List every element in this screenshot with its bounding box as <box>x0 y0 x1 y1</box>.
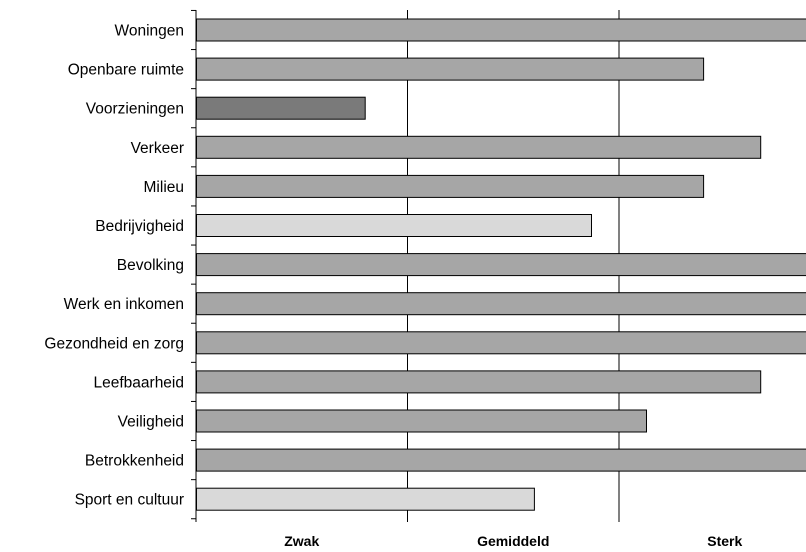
category-labels: Woningen Openbare ruimte Voorzieningen Verk… <box>44 23 184 509</box>
bar-leefbaarheid <box>196 370 762 394</box>
category-label: Voorzieningen <box>86 101 184 118</box>
x-tick-label: Zwak <box>284 533 319 549</box>
bar-woningen <box>196 18 806 42</box>
bar-werk-en-inkomen <box>196 292 806 316</box>
bar-openbare-ruimte <box>196 57 705 81</box>
category-label: Sport en cultuur <box>75 492 184 509</box>
category-label: Milieu <box>144 179 184 196</box>
bar-bedrijvigheid <box>196 214 593 237</box>
bar-betrokkenheid <box>196 448 806 472</box>
category-label: Bedrijvigheid <box>95 218 184 235</box>
category-label: Woningen <box>114 23 184 40</box>
category-label: Leefbaarheid <box>94 374 185 391</box>
bars <box>196 18 806 511</box>
category-label: Werk en inkomen <box>64 296 184 313</box>
bar-voorzieningen <box>196 96 366 120</box>
category-label: Verkeer <box>131 140 184 157</box>
category-label: Openbare ruimte <box>68 62 184 79</box>
x-tick-label: Sterk <box>707 533 742 549</box>
bar-gezondheid-en-zorg <box>196 331 806 355</box>
x-axis-tick-labels: Zwak Gemiddeld Sterk <box>284 533 742 549</box>
bar-sport-en-cultuur <box>196 487 535 511</box>
category-label: Veiligheid <box>118 414 184 431</box>
category-label: Betrokkenheid <box>85 453 184 470</box>
bar-veiligheid <box>196 409 647 433</box>
bar-bevolking <box>196 253 806 277</box>
category-label: Gezondheid en zorg <box>44 335 184 352</box>
x-tick-label: Gemiddeld <box>477 533 549 549</box>
bar-milieu <box>196 174 705 198</box>
bar-verkeer <box>196 135 762 159</box>
category-label: Bevolking <box>117 257 184 274</box>
